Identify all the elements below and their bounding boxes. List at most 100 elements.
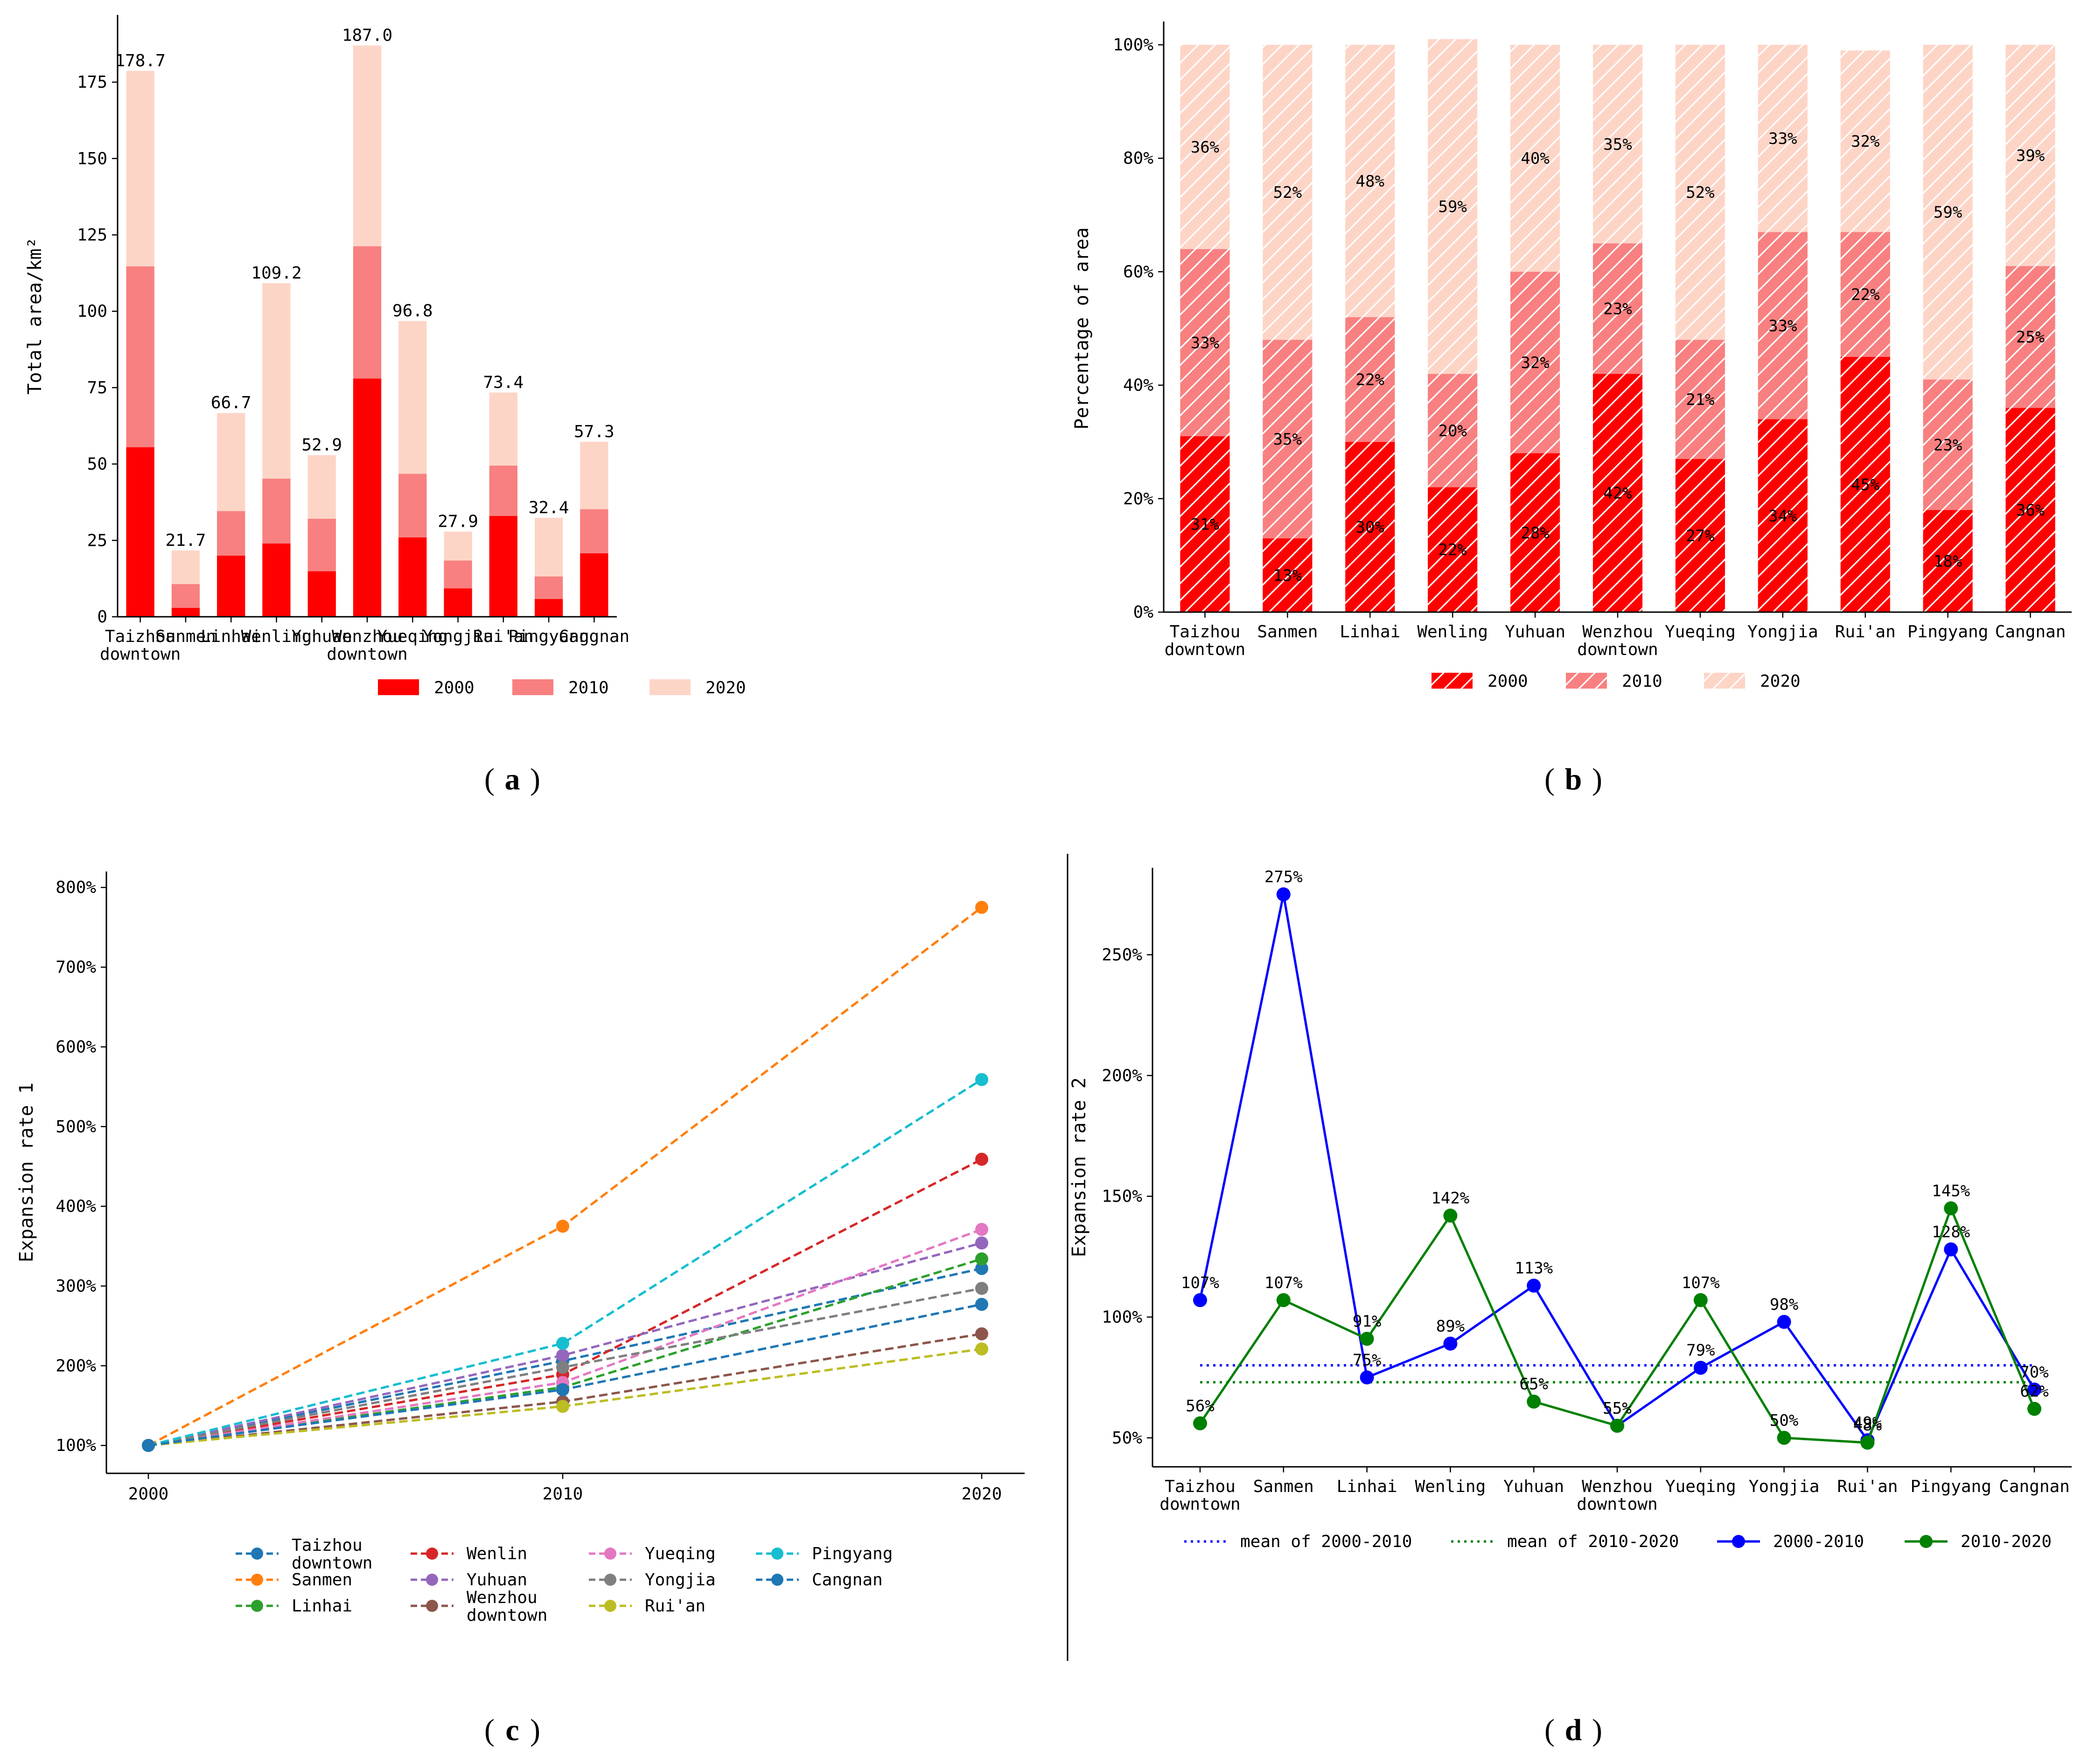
segment-label: 22%: [1356, 370, 1384, 389]
series-point: [975, 1252, 988, 1266]
bar-2000: [171, 608, 200, 617]
segment-label: 48%: [1356, 172, 1384, 191]
segment-label: 32%: [1851, 132, 1879, 151]
series-point: [975, 1073, 988, 1086]
bar-hatch: [1758, 45, 1808, 232]
legend-label: 2020: [1760, 672, 1801, 691]
x-tick-label: Taizhou downtown: [100, 627, 181, 664]
bar-2000: [398, 537, 427, 617]
bar-hatch: [1840, 232, 1890, 357]
bar-hatch: [1758, 419, 1808, 612]
bar-hatch: [2005, 408, 2055, 612]
y-tick-label: 100%: [56, 1436, 96, 1455]
x-tick-label: Rui'an: [1837, 1477, 1898, 1496]
point-label: 142%: [1431, 1189, 1469, 1208]
series-point: [142, 1439, 155, 1452]
series-point: [1276, 887, 1291, 901]
legend-swatch: [512, 679, 553, 695]
bar-2010: [444, 560, 472, 589]
bar-2020: [444, 531, 472, 561]
total-label: 57.3: [574, 422, 615, 441]
x-tick-label: Sanmen: [1253, 1477, 1314, 1496]
y-tick-label: 600%: [56, 1038, 96, 1057]
panel-paren: ): [1592, 762, 1602, 796]
bar-2000: [489, 516, 517, 617]
legend-marker: [1732, 1535, 1745, 1548]
legend-label: mean of 2000-2010: [1240, 1532, 1412, 1551]
x-tick-label: Cangnan: [559, 627, 630, 646]
series-point: [1443, 1336, 1458, 1351]
x-tick-label: Wenzhou downtown: [327, 627, 407, 664]
bar-hatch: [1923, 510, 1973, 612]
total-label: 52.9: [301, 436, 342, 455]
y-tick-label: 125: [77, 225, 107, 244]
bar-2010: [353, 246, 382, 379]
bar-hatch: [1592, 374, 1643, 612]
series-line: [148, 1078, 983, 1447]
y-tick-label: 50%: [1112, 1429, 1142, 1448]
series-point: [556, 1337, 569, 1350]
legend-label: Wenzhou downtown: [467, 1588, 547, 1625]
legend-marker: [771, 1548, 783, 1560]
segment-label: 31%: [1191, 516, 1219, 534]
segment-label: 52%: [1686, 183, 1714, 202]
bar-hatch: [1428, 487, 1478, 612]
bar-hatch: [1345, 45, 1395, 317]
legend-label: Yueqing: [645, 1544, 716, 1563]
panel-a: 178.7 Taizhou downtown 21.7 Sanmen 66.7 Linhai…: [24, 15, 746, 796]
total-label: 21.7: [166, 531, 206, 550]
bar-2010: [307, 518, 336, 572]
y-tick-label: 25: [87, 531, 107, 550]
segment-label: 30%: [1356, 518, 1384, 537]
bar-2010: [171, 584, 200, 608]
legend-marker: [426, 1548, 438, 1560]
series-point: [556, 1220, 569, 1233]
segment-label: 23%: [1603, 300, 1632, 318]
bar-hatch: [1675, 340, 1725, 459]
bar-2020: [217, 413, 245, 511]
legend-marker: [771, 1574, 783, 1586]
segment-label: 33%: [1768, 130, 1797, 148]
segment-label: 33%: [1768, 317, 1797, 335]
x-tick-label: Cangnan: [1999, 1477, 2070, 1496]
segment-label: 33%: [1191, 334, 1219, 352]
total-label: 96.8: [392, 301, 433, 321]
x-tick-label: Linhai: [1340, 622, 1400, 641]
segment-label: 25%: [2016, 328, 2045, 347]
x-tick-label: Taizhou downtown: [1159, 1477, 1240, 1514]
legend-label: mean of 2010-2020: [1507, 1532, 1679, 1551]
series-point: [1276, 1293, 1291, 1307]
bar-2000: [353, 378, 382, 617]
x-tick-label: Taizhou downtown: [1165, 622, 1245, 659]
x-tick-label: Yueqing: [377, 627, 448, 646]
y-axis-label: Percentage of area: [1071, 227, 1093, 429]
bar-2020: [489, 392, 517, 466]
x-tick-label: 2020: [962, 1485, 1002, 1504]
bar-2010: [126, 266, 154, 447]
total-label: 73.4: [483, 373, 524, 392]
x-tick-label: Pingyang: [1907, 622, 1988, 641]
point-label: 75%: [1353, 1351, 1381, 1369]
legend-label: 2010: [1622, 672, 1662, 691]
series-point: [556, 1349, 569, 1362]
x-tick-label: Wenling: [1415, 1477, 1486, 1496]
y-tick-label: 175: [77, 73, 107, 92]
bar-hatch: [1840, 356, 1890, 612]
series-point: [1693, 1360, 1708, 1375]
bar-2020: [534, 517, 563, 577]
series-point: [1527, 1394, 1541, 1409]
legend-swatch: [378, 679, 419, 695]
x-tick-label: Yuhuan: [1503, 1477, 1564, 1496]
x-tick-label: Yongjia: [423, 627, 494, 646]
total-label: 187.0: [342, 26, 392, 45]
bar-hatch: [1345, 442, 1395, 612]
series-point: [975, 1297, 988, 1311]
y-tick-label: 80%: [1123, 149, 1153, 168]
bar-hatch: [2005, 266, 2055, 408]
series-point: [1777, 1315, 1791, 1329]
segment-label: 52%: [1273, 183, 1302, 202]
series-point: [1693, 1293, 1708, 1307]
y-axis-label: Expansion rate 1: [16, 1082, 37, 1262]
panel-paren: (: [484, 762, 495, 796]
panel-paren: ): [530, 762, 540, 796]
